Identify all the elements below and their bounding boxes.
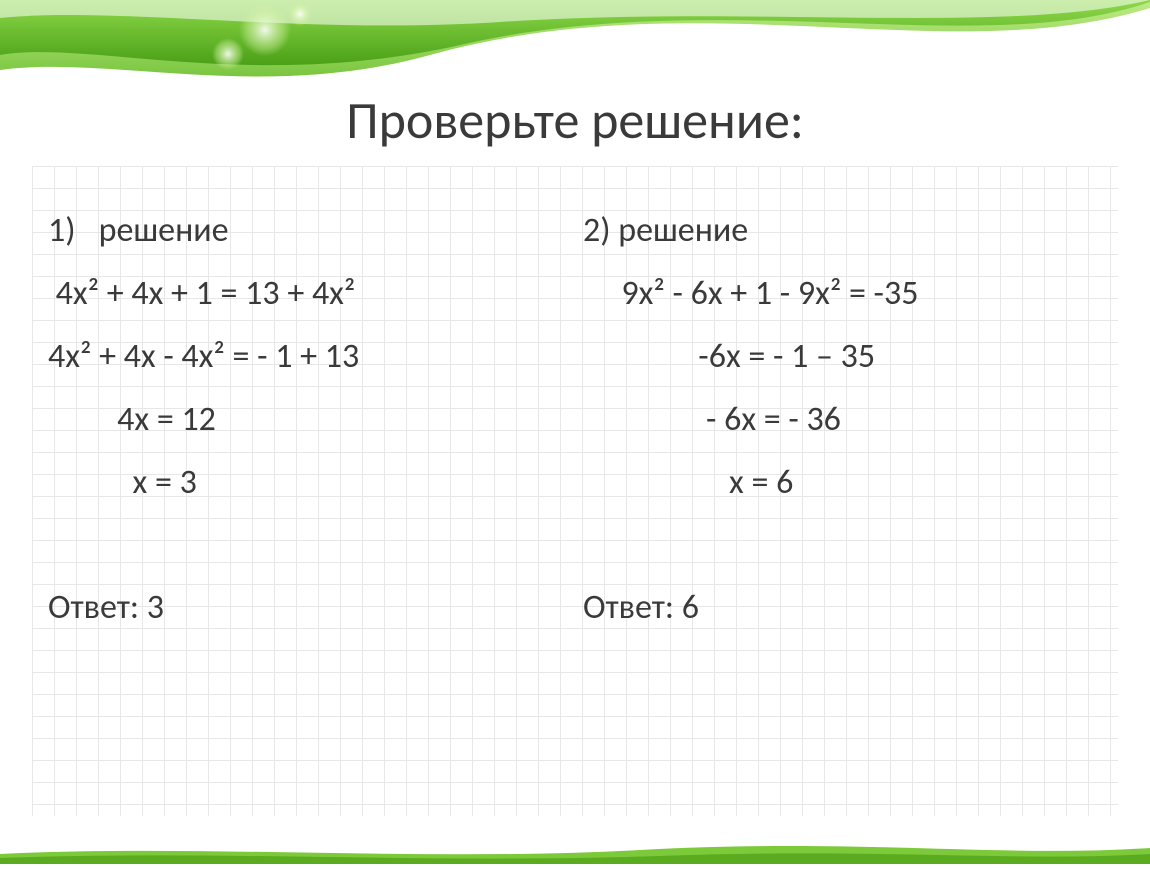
left-blank <box>48 514 567 577</box>
left-heading: 1) решение <box>48 200 567 263</box>
left-step-4: х = 3 <box>48 452 567 515</box>
left-answer: Ответ: 3 <box>48 577 567 640</box>
left-step-1: 4х² + 4х + 1 = 13 + 4х² <box>48 263 567 326</box>
left-step-2: 4х² + 4х - 4х² = - 1 + 13 <box>48 326 567 389</box>
solution-left: 1) решение 4х² + 4х + 1 = 13 + 4х² 4х² +… <box>40 200 575 824</box>
right-step-2: -6х = - 1 – 35 <box>583 326 1102 389</box>
slide: Проверьте решение: 1) решение 4х² + 4х +… <box>0 0 1150 864</box>
right-step-1: 9х² - 6х + 1 - 9х² = -35 <box>583 263 1102 326</box>
top-wave-decoration <box>0 0 1150 100</box>
content-area: 1) решение 4х² + 4х + 1 = 13 + 4х² 4х² +… <box>40 200 1110 824</box>
bottom-wave-decoration <box>0 842 1150 864</box>
right-step-3: - 6х = - 36 <box>583 389 1102 452</box>
right-blank <box>583 514 1102 577</box>
solution-right: 2) решение 9х² - 6х + 1 - 9х² = -35 -6х … <box>575 200 1110 824</box>
right-step-4: х = 6 <box>583 452 1102 515</box>
right-answer: Ответ: 6 <box>583 577 1102 640</box>
slide-title: Проверьте решение: <box>0 88 1150 152</box>
right-heading: 2) решение <box>583 200 1102 263</box>
left-step-3: 4х = 12 <box>48 389 567 452</box>
